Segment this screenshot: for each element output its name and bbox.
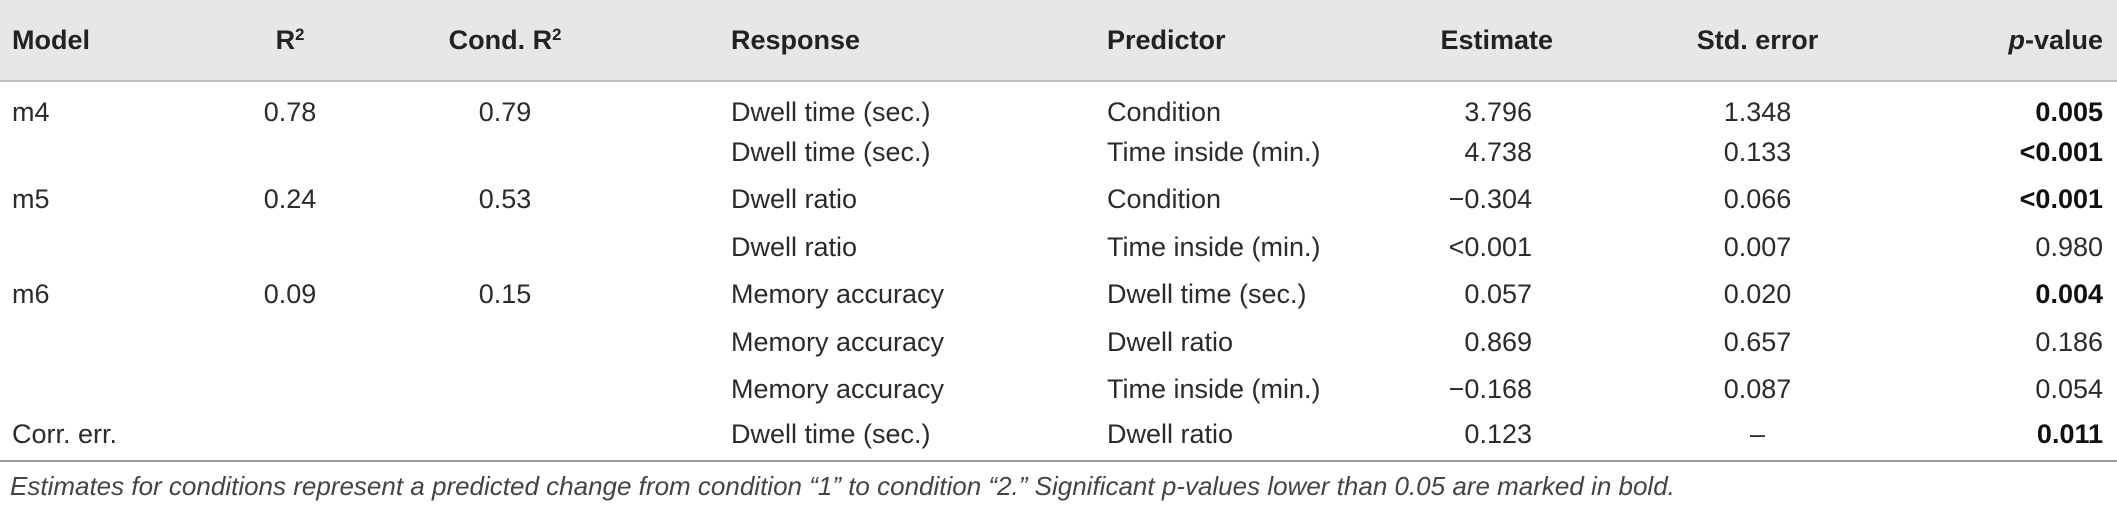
cell-predictor: Time inside (min.)	[1107, 231, 1321, 262]
cell-estimate: 3.796	[1464, 96, 1532, 127]
cell-estimate: −0.168	[1448, 374, 1532, 405]
cell-cond-r2	[355, 413, 655, 462]
cell-estimate: 0.869	[1464, 326, 1532, 357]
table-row: Memory accuracy Time inside (min.) −0.168 0…	[0, 366, 2117, 414]
cell-predictor: Condition	[1107, 184, 1222, 215]
cell-cond-r2	[355, 129, 655, 177]
header-response: Response	[655, 0, 1050, 82]
table-row: m6 0.09 0.15 Memory accuracy Dwell time (sec…	[0, 271, 2117, 319]
cell-response: Dwell time (sec.)	[731, 96, 931, 127]
cell-model: m6	[12, 279, 50, 310]
cell-predictor: Dwell ratio	[1107, 326, 1234, 357]
header-row: Model R2 Cond. R2 Response Predictor Est…	[0, 0, 2117, 82]
cell-pvalue: 0.054	[2035, 374, 2103, 405]
cell-predictor: Time inside (min.)	[1107, 136, 1321, 167]
cell-response: Memory accuracy	[731, 326, 945, 357]
header-r2: R2	[225, 0, 355, 82]
cell-r2	[225, 413, 355, 462]
cell-estimate: −0.304	[1448, 184, 1532, 215]
cell-response: Dwell time (sec.)	[655, 413, 1050, 462]
table-header: Model R2 Cond. R2 Response Predictor Est…	[0, 0, 2117, 82]
table-row: Corr. err. Dwell time (sec.) Dwell ratio 0.…	[0, 413, 2117, 462]
cell-std-error: 0.657	[1723, 326, 1792, 357]
cell-std-error: 0.020	[1723, 279, 1792, 310]
header-pvalue: p-value	[1865, 0, 2117, 82]
table-row: m5 0.24 0.53 Dwell ratio Condition −0.304 0.06…	[0, 176, 2117, 224]
cell-std-error: 0.133	[1723, 136, 1792, 167]
header-std-error: Std. error	[1610, 0, 1865, 82]
table-row: Dwell ratio Time inside (min.) <0.001 0.007…	[0, 224, 2117, 272]
cell-response: Memory accuracy	[731, 279, 945, 310]
cell-pvalue: 0.005	[2035, 96, 2103, 127]
cell-cond-r2	[355, 224, 655, 272]
table-row: Memory accuracy Dwell ratio 0.869 0.657 0.18…	[0, 319, 2117, 367]
cell-predictor: Dwell time (sec.)	[1107, 279, 1307, 310]
cell-cond-r2: 0.79	[478, 96, 532, 127]
cell-r2	[225, 366, 355, 414]
cell-std-error: 0.007	[1723, 231, 1792, 262]
cell-model	[0, 319, 225, 367]
cell-std-error: –	[1610, 413, 1865, 462]
cell-response: Dwell ratio	[731, 231, 858, 262]
cell-r2	[225, 224, 355, 272]
cell-model	[0, 129, 225, 177]
cell-model: m4	[12, 96, 50, 127]
cell-estimate: 0.057	[1464, 279, 1532, 310]
cell-pvalue: <0.001	[2019, 136, 2103, 167]
cell-pvalue: 0.011	[1865, 413, 2117, 462]
cell-predictor: Condition	[1107, 96, 1222, 127]
cell-pvalue: 0.980	[2035, 231, 2103, 262]
cell-std-error: 0.066	[1723, 184, 1792, 215]
cell-std-error: 0.087	[1723, 374, 1792, 405]
cell-r2	[225, 129, 355, 177]
header-cond-r2: Cond. R2	[355, 0, 655, 82]
cell-response: Dwell ratio	[731, 184, 858, 215]
cell-model	[0, 224, 225, 272]
cell-model	[0, 366, 225, 414]
table-row: m4 0.78 0.79 Dwell time (sec.) Condition 3.79…	[0, 81, 2117, 129]
results-table-container: Model R2 Cond. R2 Response Predictor Est…	[0, 0, 2117, 462]
cell-r2: 0.24	[263, 184, 317, 215]
header-predictor: Predictor	[1050, 0, 1340, 82]
table-row: Dwell time (sec.) Time inside (min.) 4.738…	[0, 129, 2117, 177]
cell-predictor: Time inside (min.)	[1107, 374, 1321, 405]
header-estimate: Estimate	[1340, 0, 1610, 82]
cell-response: Dwell time (sec.)	[731, 136, 931, 167]
cell-estimate: 4.738	[1464, 136, 1532, 167]
header-model: Model	[0, 0, 225, 82]
cell-cond-r2: 0.15	[478, 279, 532, 310]
cell-cond-r2	[355, 319, 655, 367]
cell-r2: 0.09	[263, 279, 317, 310]
table-footnote: Estimates for conditions represent a pre…	[10, 471, 1675, 501]
regression-results-table: Model R2 Cond. R2 Response Predictor Est…	[0, 0, 2117, 462]
cell-model: Corr. err.	[0, 413, 225, 462]
cell-r2: 0.78	[263, 96, 317, 127]
cell-estimate: <0.001	[1448, 231, 1532, 262]
cell-response: Memory accuracy	[731, 374, 945, 405]
cell-r2	[225, 319, 355, 367]
cell-pvalue: 0.004	[2035, 279, 2103, 310]
cell-estimate: 0.123	[1340, 413, 1610, 462]
cell-cond-r2: 0.53	[478, 184, 532, 215]
cell-model: m5	[12, 184, 50, 215]
table-body: m4 0.78 0.79 Dwell time (sec.) Condition 3.79…	[0, 81, 2117, 462]
cell-cond-r2	[355, 366, 655, 414]
cell-std-error: 1.348	[1723, 96, 1792, 127]
cell-predictor: Dwell ratio	[1050, 413, 1340, 462]
cell-pvalue: 0.186	[2035, 326, 2103, 357]
cell-pvalue: <0.001	[2019, 184, 2103, 215]
